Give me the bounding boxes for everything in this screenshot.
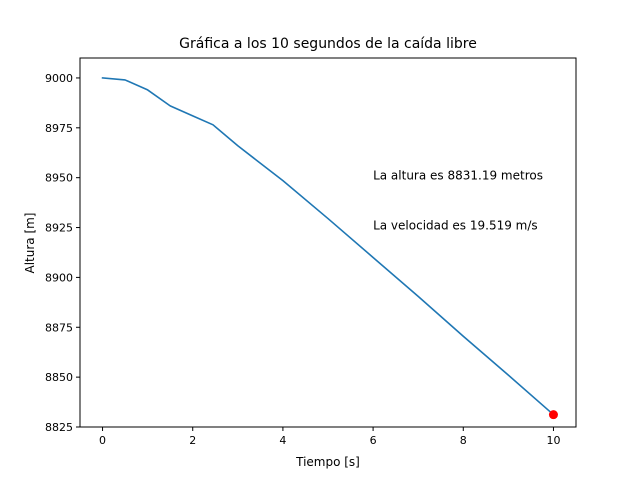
y-tick-label-8925: 8925 — [45, 222, 73, 235]
x-tick-label-10: 10 — [546, 434, 560, 447]
x-tick-label-6: 6 — [370, 434, 377, 447]
y-tick-label-8900: 8900 — [45, 271, 73, 284]
annotation-0: La altura es 8831.19 metros — [373, 169, 543, 183]
y-axis-label: Altura [m] — [23, 212, 37, 273]
y-tick-label-8850: 8850 — [45, 371, 73, 384]
y-tick-label-8950: 8950 — [45, 172, 73, 185]
y-tick-label-9000: 9000 — [45, 72, 73, 85]
chart-title: Gráfica a los 10 segundos de la caída li… — [179, 36, 477, 52]
x-tick-label-0: 0 — [99, 434, 106, 447]
series-line-0 — [101, 77, 555, 416]
x-axis-label: Tiempo [s] — [295, 455, 360, 469]
y-tick-label-8975: 8975 — [45, 122, 73, 135]
y-tick-label-8825: 8825 — [45, 421, 73, 434]
plot-frame — [79, 57, 577, 428]
x-tick-label-8: 8 — [460, 434, 467, 447]
final-point-marker — [548, 410, 558, 420]
x-tick-label-4: 4 — [279, 434, 286, 447]
y-tick-label-8875: 8875 — [45, 321, 73, 334]
annotation-1: La velocidad es 19.519 m/s — [373, 219, 538, 233]
x-tick-label-2: 2 — [189, 434, 196, 447]
